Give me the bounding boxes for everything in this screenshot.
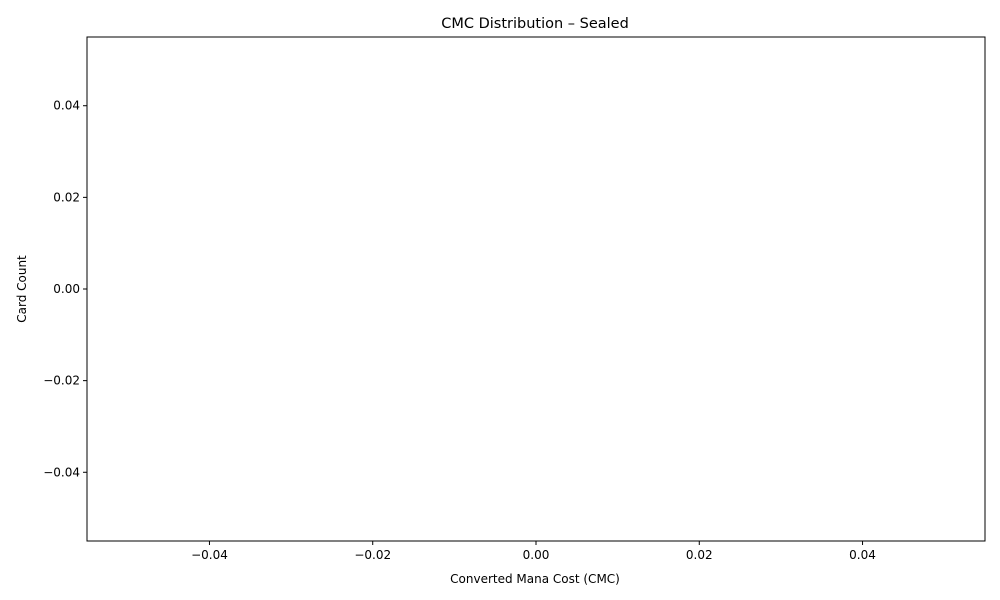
y-tick-label: 0.02 bbox=[53, 190, 80, 204]
plot-area bbox=[86, 36, 986, 542]
chart-title: CMC Distribution – Sealed bbox=[441, 16, 629, 32]
y-axis-ticks: −0.04 −0.02 0.00 0.02 0.04 bbox=[43, 99, 87, 479]
x-tick-label: −0.04 bbox=[191, 548, 228, 562]
x-axis-label: Converted Mana Cost (CMC) bbox=[450, 572, 620, 586]
y-axis-label: Card Count bbox=[15, 255, 29, 323]
x-tick-label: 0.00 bbox=[523, 548, 550, 562]
x-tick-label: 0.02 bbox=[686, 548, 713, 562]
y-tick-label: −0.02 bbox=[43, 374, 80, 388]
x-axis-ticks: −0.04 −0.02 0.00 0.02 0.04 bbox=[191, 541, 876, 562]
y-tick-label: −0.04 bbox=[43, 465, 80, 479]
x-tick-label: 0.04 bbox=[849, 548, 876, 562]
y-tick-label: 0.04 bbox=[53, 99, 80, 113]
y-tick-label: 0.00 bbox=[53, 282, 80, 296]
x-tick-label: −0.02 bbox=[354, 548, 391, 562]
